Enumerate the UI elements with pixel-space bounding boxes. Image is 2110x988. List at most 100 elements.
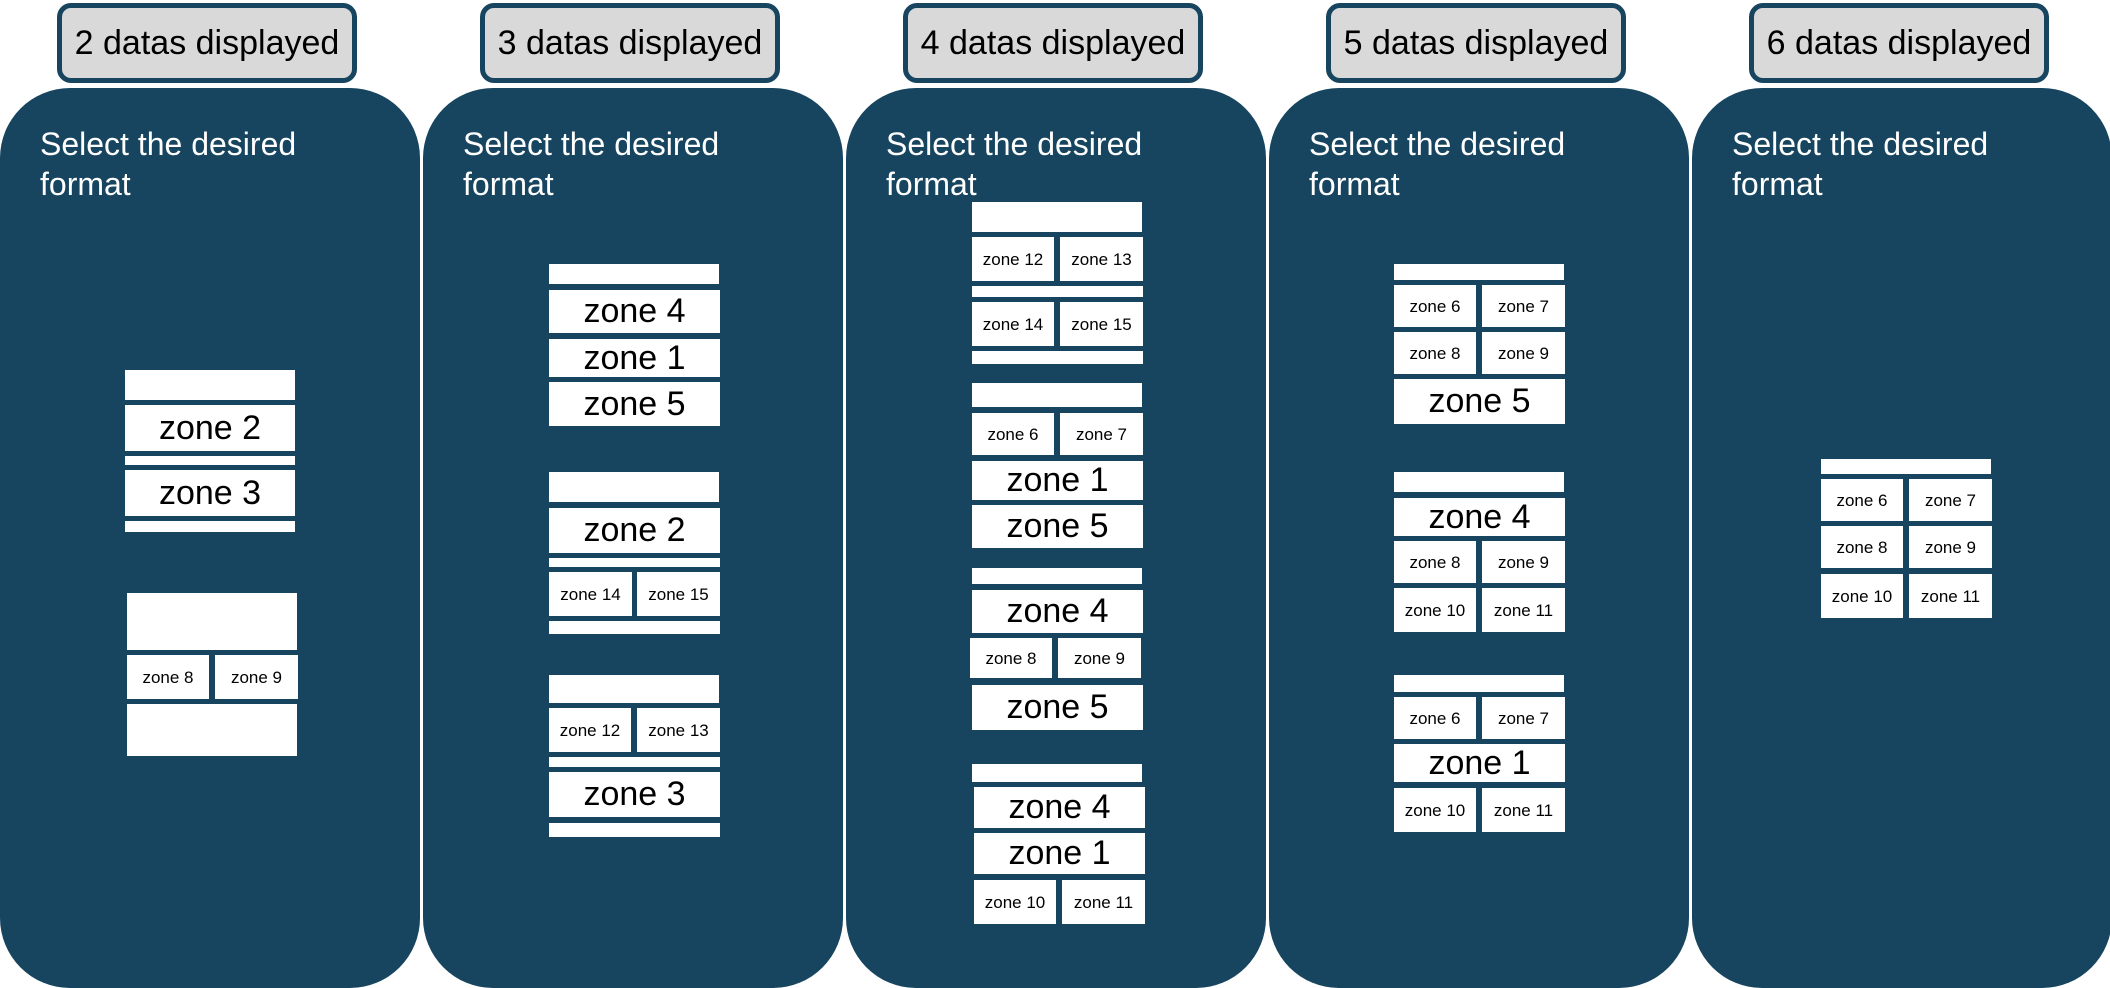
zone-block: zone 1 <box>1394 744 1565 782</box>
header-strip <box>549 675 719 703</box>
header-strip <box>549 264 719 284</box>
zone-block: zone 8 <box>1821 526 1903 568</box>
separator-strip <box>972 286 1143 297</box>
separator-strip <box>549 558 720 567</box>
header-strip <box>972 202 1142 232</box>
zone-block: zone 13 <box>637 708 720 752</box>
layout-option[interactable]: zone 2 zone 3 <box>125 370 295 532</box>
layout-option[interactable]: zone 6 zone 7 zone 1 zone 5 <box>972 383 1143 548</box>
zone-block: zone 4 <box>972 590 1143 633</box>
header-4-datas[interactable]: 4 datas displayed <box>903 3 1203 83</box>
zone-block: zone 9 <box>1482 541 1565 583</box>
separator-strip <box>125 456 295 465</box>
zone-block: zone 9 <box>1482 332 1565 374</box>
layout-option[interactable]: zone 4 zone 8 zone 9 zone 10 zone 11 <box>1394 472 1565 634</box>
header-strip <box>972 568 1142 584</box>
zone-block: zone 6 <box>1394 285 1476 327</box>
panel-3-datas: Select the desired format zone 4 zone 1 … <box>423 88 843 988</box>
zone-block: zone 1 <box>549 339 720 377</box>
panel-4-datas: Select the desired format zone 12 zone 1… <box>846 88 1266 988</box>
layout-option[interactable]: zone 6 zone 7 zone 8 zone 9 zone 10 zone… <box>1821 459 1992 621</box>
zone-block: zone 9 <box>1058 638 1141 678</box>
zone-block: zone 5 <box>972 685 1143 730</box>
footer-strip <box>972 351 1143 364</box>
footer-strip <box>127 704 297 756</box>
zone-block: zone 2 <box>549 508 720 553</box>
zone-block: zone 2 <box>125 405 295 451</box>
layout-option[interactable]: zone 4 zone 1 zone 5 <box>549 264 720 426</box>
zone-block: zone 9 <box>215 655 298 699</box>
header-3-datas[interactable]: 3 datas displayed <box>480 3 780 83</box>
zone-block: zone 7 <box>1909 479 1992 521</box>
zone-block: zone 8 <box>127 655 209 699</box>
zone-block: zone 11 <box>1482 788 1565 832</box>
header-strip <box>1821 459 1991 474</box>
panel-title: Select the desired format <box>886 126 1143 202</box>
footer-strip <box>549 823 720 837</box>
zone-block: zone 10 <box>974 880 1056 924</box>
zone-block: zone 8 <box>970 638 1052 678</box>
header-strip <box>1394 264 1564 280</box>
footer-strip <box>125 521 295 532</box>
panel-title: Select the desired format <box>1732 126 1989 202</box>
zone-block: zone 4 <box>1394 498 1565 536</box>
zone-block: zone 5 <box>549 382 720 426</box>
zone-block: zone 5 <box>1394 379 1565 424</box>
zone-block: zone 4 <box>974 787 1145 828</box>
zone-block: zone 14 <box>972 302 1054 346</box>
footer-strip <box>549 621 720 634</box>
zone-block: zone 5 <box>972 505 1143 548</box>
header-strip <box>1394 675 1564 692</box>
zone-block: zone 6 <box>1394 697 1476 739</box>
layout-option[interactable]: zone 4 zone 1 zone 10 zone 11 <box>972 764 1145 926</box>
layout-option[interactable]: zone 6 zone 7 zone 8 zone 9 zone 5 <box>1394 264 1565 426</box>
zone-block: zone 7 <box>1482 697 1565 739</box>
header-strip <box>1394 472 1564 492</box>
header-strip <box>125 370 295 400</box>
header-strip <box>972 764 1142 782</box>
layout-option[interactable]: zone 6 zone 7 zone 1 zone 10 zone 11 <box>1394 675 1565 837</box>
zone-block: zone 11 <box>1482 588 1565 632</box>
header-strip <box>127 593 297 650</box>
zone-block: zone 8 <box>1394 541 1476 583</box>
panel-title: Select the desired format <box>40 126 297 202</box>
panel-5-datas: Select the desired format zone 6 zone 7 … <box>1269 88 1689 988</box>
layout-option[interactable]: zone 4 zone 8 zone 9 zone 5 <box>970 568 1143 730</box>
zone-block: zone 10 <box>1394 588 1476 632</box>
layout-option[interactable]: zone 12 zone 13 zone 14 zone 15 <box>972 202 1143 364</box>
header-strip <box>549 472 719 502</box>
header-2-datas[interactable]: 2 datas displayed <box>57 3 357 83</box>
zone-block: zone 8 <box>1394 332 1476 374</box>
zone-block: zone 15 <box>1060 302 1143 346</box>
zone-block: zone 11 <box>1062 880 1145 924</box>
layout-option[interactable]: zone 12 zone 13 zone 3 <box>549 675 720 837</box>
zone-block: zone 15 <box>637 572 720 616</box>
zone-block: zone 1 <box>972 461 1143 500</box>
layout-option[interactable]: zone 2 zone 14 zone 15 <box>549 472 720 634</box>
panel-2-datas: Select the desired format zone 2 zone 3 … <box>0 88 420 988</box>
panel-6-datas: Select the desired format zone 6 zone 7 … <box>1692 88 2110 988</box>
zone-block: zone 10 <box>1394 788 1476 832</box>
zone-block: zone 12 <box>972 237 1054 281</box>
zone-block: zone 7 <box>1482 285 1565 327</box>
zone-block: zone 13 <box>1060 237 1143 281</box>
zone-block: zone 14 <box>549 572 632 616</box>
zone-block: zone 9 <box>1909 526 1992 568</box>
header-strip <box>972 383 1142 407</box>
zone-block: zone 3 <box>125 470 295 516</box>
zone-block: zone 6 <box>972 413 1054 455</box>
layout-option[interactable]: zone 8 zone 9 <box>127 593 298 756</box>
zone-block: zone 7 <box>1060 413 1143 455</box>
zone-block: zone 10 <box>1821 574 1903 618</box>
zone-block: zone 6 <box>1821 479 1903 521</box>
panel-title: Select the desired format <box>1309 126 1566 202</box>
zone-block: zone 4 <box>549 290 720 333</box>
zone-block: zone 1 <box>974 833 1145 874</box>
separator-strip <box>549 757 720 767</box>
zone-block: zone 12 <box>549 708 631 752</box>
zone-block: zone 11 <box>1909 574 1992 618</box>
header-6-datas[interactable]: 6 datas displayed <box>1749 3 2049 83</box>
header-5-datas[interactable]: 5 datas displayed <box>1326 3 1626 83</box>
panel-title: Select the desired format <box>463 126 720 202</box>
zone-block: zone 3 <box>549 772 720 817</box>
